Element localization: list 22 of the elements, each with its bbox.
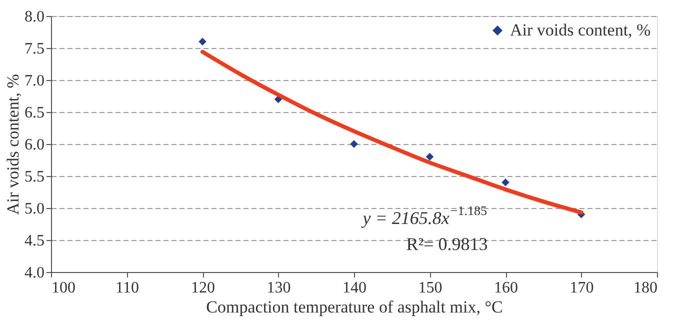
y-tick-label: 5.0: [24, 200, 44, 218]
x-tick-label: 170: [570, 280, 594, 296]
y-tick-label: 6.0: [24, 136, 44, 154]
y-tick-label: 7.0: [24, 72, 44, 90]
y-tick-label: 5.5: [24, 168, 44, 186]
y-tick-label: 7.5: [24, 40, 44, 58]
x-tick-label: 130: [266, 280, 291, 296]
x-tick-label: 150: [418, 280, 442, 296]
y-tick-label: 4.0: [24, 264, 44, 282]
x-tick-label: 120: [191, 280, 215, 296]
legend-label: Air voids content, %: [510, 20, 651, 40]
y-axis-title: Air voids content, %: [4, 74, 22, 215]
x-tick-label: 180: [634, 280, 658, 296]
y-tick-label: 6.5: [24, 104, 44, 122]
annotation: R²= 0.9813: [406, 234, 488, 254]
y-tick-label: 4.5: [24, 232, 44, 250]
x-axis-title: Compaction temperature of asphalt mix, °C: [206, 298, 503, 316]
x-tick-label: 100: [52, 280, 76, 296]
y-tick-label: 8.0: [24, 8, 44, 26]
x-tick-label: 160: [494, 280, 518, 296]
x-tick-label: 110: [116, 280, 139, 296]
x-tick-label: 140: [342, 280, 366, 296]
